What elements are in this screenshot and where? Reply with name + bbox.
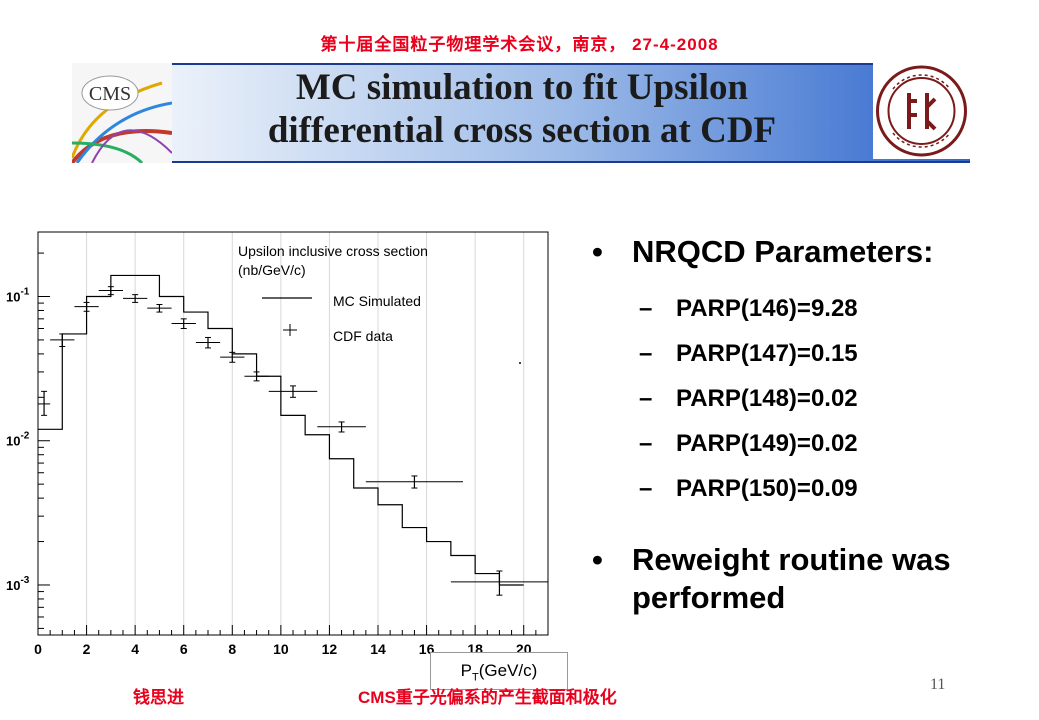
parameter-item: – PARP(146)=9.28: [592, 286, 1032, 331]
y-tick-label: 10-1: [6, 286, 30, 304]
y-tick-label: 10-2: [6, 431, 30, 449]
legend-cdf-label: CDF data: [333, 328, 393, 344]
title-line-2: differential cross section at CDF: [267, 110, 777, 151]
legend-title-units: (nb/GeV/c): [238, 262, 306, 278]
bullet-text: Reweight routine was performed: [632, 542, 951, 615]
x-tick-label: 2: [83, 641, 91, 657]
footer-topic: CMS重子光偏系的产生截面和极化: [358, 688, 617, 707]
parameter-item: – PARP(150)=0.09: [592, 466, 1032, 511]
bullet-reweight: • Reweight routine was performed: [592, 541, 1032, 617]
x-tick-label: 12: [322, 641, 338, 657]
footer-author: 钱思进: [133, 688, 184, 707]
parameter-text: PARP(146)=9.28: [676, 295, 858, 322]
parameter-list: – PARP(146)=9.28 – PARP(147)=0.15 – PARP(14…: [592, 286, 1032, 511]
x-tick-label: 6: [180, 641, 188, 657]
dash: –: [639, 430, 653, 457]
bullet-text: NRQCD Parameters:: [632, 234, 934, 269]
parameter-text: PARP(147)=0.15: [676, 340, 858, 367]
x-tick-label: 14: [370, 641, 386, 657]
university-seal: [873, 63, 970, 159]
title-line-1: MC simulation to fit Upsilon: [295, 67, 749, 108]
svg-text:CMS: CMS: [89, 83, 131, 105]
parameter-item: – PARP(149)=0.02: [592, 421, 1032, 466]
x-tick-label: 10: [273, 641, 289, 657]
parameter-text: PARP(148)=0.02: [676, 385, 858, 412]
stray-mark: [519, 362, 521, 364]
legend-mc-label: MC Simulated: [333, 293, 421, 309]
conference-header: 第十届全国粒子物理学术会议，南京， 27-4-2008: [320, 35, 719, 54]
parameter-item: – PARP(147)=0.15: [592, 331, 1032, 376]
cross-section-plot: 0 2 4 6 8 10 12 14 16 18 20 10-1 10-2 10-3 Upsilon inc…: [0, 212, 562, 682]
dash: –: [639, 295, 653, 322]
mc-simulated-line: [38, 274, 524, 586]
parameter-item: – PARP(148)=0.02: [592, 376, 1032, 421]
x-axis-label-sub: T: [472, 671, 479, 684]
parameter-text: PARP(149)=0.02: [676, 430, 858, 457]
bullet-dot: •: [592, 542, 603, 577]
slide-title: MC simulation to fit Upsilon differentia…: [172, 66, 872, 152]
parameter-text: PARP(150)=0.09: [676, 475, 858, 502]
cms-logo: CMS: [72, 63, 172, 163]
x-axis-label: PT(GeV/c): [430, 652, 568, 690]
x-axis-label-unit: (GeV/c): [478, 661, 538, 680]
bullet-list: • NRQCD Parameters: – PARP(146)=9.28 – PAR…: [592, 232, 1032, 617]
x-tick-label: 8: [228, 641, 236, 657]
title-banner: [72, 63, 970, 163]
dash: –: [639, 340, 653, 367]
bullet-nrqcd: • NRQCD Parameters:: [592, 232, 1032, 272]
x-tick-label: 0: [34, 641, 42, 657]
dash: –: [639, 385, 653, 412]
x-axis-label-main: P: [460, 661, 473, 680]
x-tick-label: 4: [131, 641, 139, 657]
bullet-dot: •: [592, 234, 603, 269]
dash: –: [639, 475, 653, 502]
y-tick-label: 10-3: [6, 575, 30, 593]
legend-title: Upsilon inclusive cross section: [238, 243, 428, 259]
plot-frame: [37, 231, 549, 636]
page-number: 11: [930, 676, 946, 693]
